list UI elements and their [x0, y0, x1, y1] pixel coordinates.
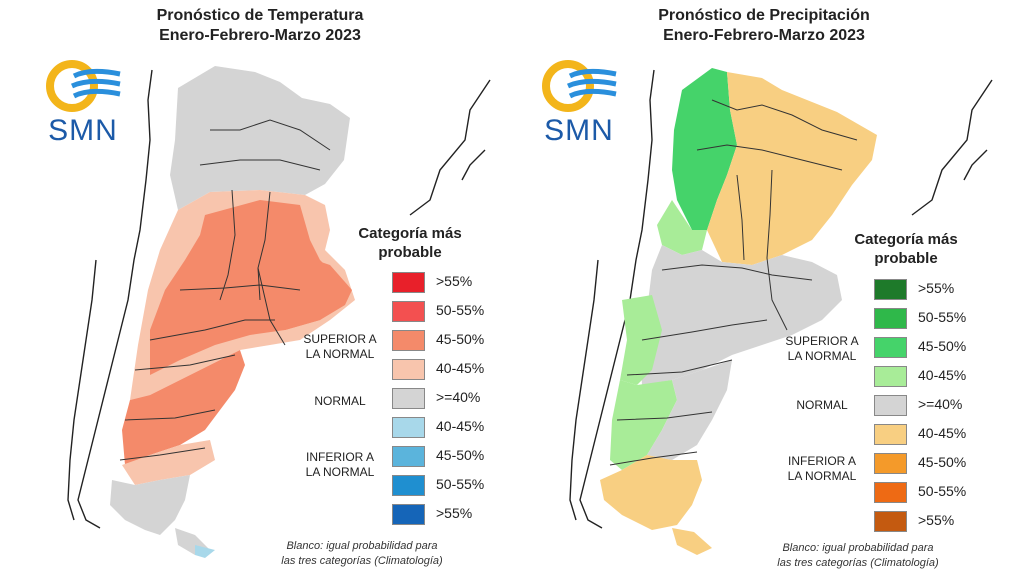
region-northeast-dry: [707, 72, 877, 265]
legend-label: >55%: [436, 273, 473, 289]
category-inferior-line2: LA NORMAL: [787, 469, 857, 483]
category-superior-line1: SUPERIOR A: [303, 332, 377, 346]
region-central-normal: [640, 245, 842, 385]
note-line1: Blanco: igual probabilidad para: [286, 540, 438, 552]
province-borders: [609, 99, 858, 466]
category-superior: SUPERIOR A LA NORMAL: [772, 334, 872, 364]
region-tierra-del-fuego: [672, 528, 712, 555]
region-patagonia-light: [610, 380, 677, 470]
province-borders: [119, 119, 331, 461]
legend-swatch: [874, 482, 907, 503]
legend-swatch: [392, 504, 425, 525]
precipitation-title-line2: Enero-Febrero-Marzo 2023: [663, 27, 865, 44]
category-normal: NORMAL: [796, 398, 848, 412]
legend-label: 50-55%: [918, 309, 967, 325]
legend-swatch: [392, 359, 425, 380]
legend-label: 45-50%: [436, 331, 485, 347]
legend-swatch: [392, 330, 425, 351]
legend-swatch: [874, 337, 907, 358]
legend-label: >55%: [436, 505, 473, 521]
legend-swatch: [874, 366, 907, 387]
region-north-normal: [170, 66, 350, 210]
region-cuyo-light: [620, 295, 662, 385]
legend-swatch: [874, 424, 907, 445]
argentina-landmass: [600, 68, 877, 555]
legend-label: 40-45%: [436, 360, 485, 376]
legend-label: >55%: [918, 280, 955, 296]
smn-logo-text: SMN: [544, 114, 614, 147]
category-inferior-line1: INFERIOR A: [305, 450, 374, 464]
region-northwest-light: [657, 200, 707, 255]
region-south-dry: [600, 455, 702, 530]
legend-title: Categoría más probable: [836, 230, 976, 268]
legend-label: 40-45%: [436, 418, 485, 434]
note-line1: Blanco: igual probabilidad para: [782, 542, 934, 554]
legend-swatch: [392, 446, 425, 467]
legend-title: Categoría más probable: [340, 224, 480, 262]
precipitation-title-line1: Pronóstico de Precipitación: [658, 7, 870, 24]
legend-label: 45-50%: [918, 454, 967, 470]
legend-label: >=40%: [918, 396, 963, 412]
precipitation-forecast-panel: Pronóstico de Precipitación Enero-Febrer…: [512, 0, 1024, 576]
legend-swatch: [392, 388, 425, 409]
temperature-map-title: Pronóstico de Temperatura Enero-Febrero-…: [0, 6, 512, 46]
note-line2: las tres categorías (Climatología): [777, 557, 939, 569]
legend-title-line1: Categoría más: [854, 231, 958, 248]
legend-swatch: [392, 272, 425, 293]
precipitation-map-title: Pronóstico de Precipitación Enero-Febrer…: [512, 6, 1024, 46]
region-pampas-above: [255, 255, 352, 330]
legend-label: 45-50%: [918, 338, 967, 354]
climatology-note: Blanco: igual probabilidad para las tres…: [758, 541, 958, 571]
legend-title-line2: probable: [378, 244, 442, 261]
legend-label: >55%: [918, 512, 955, 528]
category-superior-line1: SUPERIOR A: [785, 334, 859, 348]
category-inferior-line2: LA NORMAL: [305, 465, 375, 479]
legend-title-line1: Categoría más: [358, 225, 462, 242]
legend-swatch: [874, 279, 907, 300]
legend-swatch: [874, 453, 907, 474]
category-superior-line2: LA NORMAL: [787, 349, 857, 363]
legend-swatch: [392, 417, 425, 438]
legend-swatch: [874, 511, 907, 532]
legend-swatch: [874, 395, 907, 416]
category-superior-line2: LA NORMAL: [305, 347, 375, 361]
smn-logo-icon: [46, 60, 121, 112]
region-south-normal: [110, 475, 190, 535]
legend-title-line2: probable: [874, 250, 938, 267]
temperature-map: [67, 66, 491, 558]
chile-coastline: [67, 69, 491, 529]
region-patagonia-normal: [647, 360, 732, 460]
note-line2: las tres categorías (Climatología): [281, 555, 443, 567]
temperature-title-line2: Enero-Febrero-Marzo 2023: [159, 27, 361, 44]
region-patagonia-above: [122, 350, 245, 465]
legend-label: 40-45%: [918, 425, 967, 441]
legend-label: 50-55%: [436, 476, 485, 492]
region-tdf-blue: [195, 545, 215, 558]
region-south-light: [122, 440, 215, 485]
legend-swatch: [392, 475, 425, 496]
legend-swatch: [874, 308, 907, 329]
climatology-note: Blanco: igual probabilidad para las tres…: [262, 539, 462, 569]
category-inferior: INFERIOR A LA NORMAL: [290, 450, 390, 480]
argentina-landmass: [110, 66, 355, 558]
category-superior: SUPERIOR A LA NORMAL: [290, 332, 390, 362]
category-inferior-line1: INFERIOR A: [787, 454, 856, 468]
legend-label: 40-45%: [918, 367, 967, 383]
temperature-title-line1: Pronóstico de Temperatura: [156, 7, 364, 24]
legend-label: 45-50%: [436, 447, 485, 463]
legend-label: >=40%: [436, 389, 481, 405]
smn-logo-icon: [542, 60, 617, 112]
category-normal: NORMAL: [314, 394, 366, 408]
smn-logo: SMN: [534, 58, 624, 158]
legend-label: 50-55%: [436, 302, 485, 318]
legend-label: 50-55%: [918, 483, 967, 499]
legend-swatch: [392, 301, 425, 322]
precipitation-map: [569, 68, 993, 555]
category-inferior: INFERIOR A LA NORMAL: [772, 454, 872, 484]
smn-logo: SMN: [38, 58, 128, 158]
smn-logo-text: SMN: [48, 114, 118, 147]
temperature-forecast-panel: Pronóstico de Temperatura Enero-Febrero-…: [0, 6, 512, 569]
